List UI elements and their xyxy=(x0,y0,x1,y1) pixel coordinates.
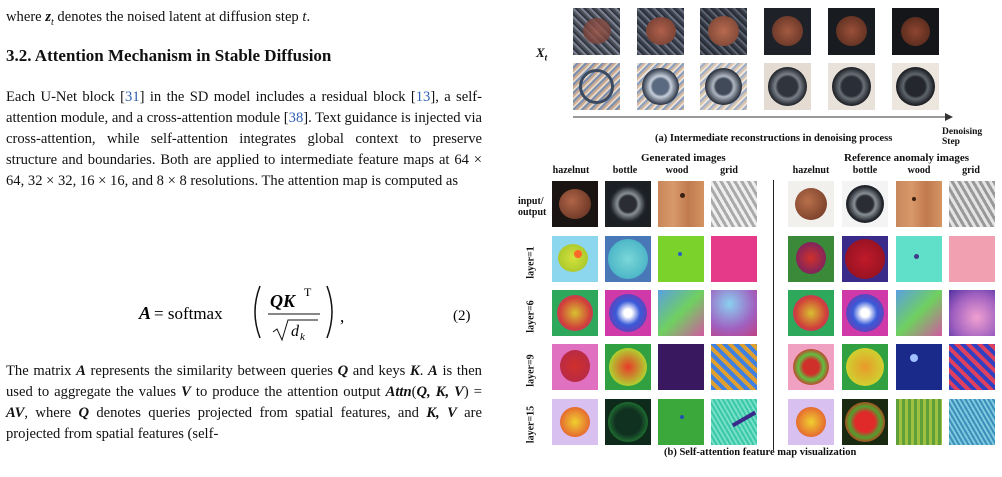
feature-tile xyxy=(949,399,995,445)
divider xyxy=(773,180,774,450)
feature-tile xyxy=(711,181,757,227)
feature-tile xyxy=(788,399,834,445)
left-paren xyxy=(254,285,261,339)
feature-tile xyxy=(552,236,598,282)
denoise-tile xyxy=(637,8,684,55)
feature-tile xyxy=(788,344,834,390)
col-label: wood xyxy=(665,165,689,176)
feature-tile xyxy=(605,290,651,336)
generated-title: Generated images xyxy=(641,152,726,164)
feature-tile xyxy=(842,236,888,282)
paragraph-2: The matrix A represents the similarity b… xyxy=(6,363,483,442)
feature-tile xyxy=(552,290,598,336)
eq-numerator: QK xyxy=(270,291,297,311)
caption-b: (b) Self-attention feature map visualiza… xyxy=(664,447,857,458)
col-label: wood xyxy=(907,165,931,176)
section-heading: 3.2. Attention Mechanism in Stable Diffu… xyxy=(6,46,332,65)
figure: Xt Denoising Step (a) Intermediate recon… xyxy=(516,0,1002,477)
denoise-tile xyxy=(700,63,747,110)
feature-tile xyxy=(896,236,942,282)
row-label: layer=1 xyxy=(525,246,537,279)
eq-tail: , xyxy=(340,307,344,326)
paragraph-1: Each U-Net block [31] in the SD model in… xyxy=(6,89,482,189)
feature-tile xyxy=(896,181,942,227)
feature-tile xyxy=(658,181,704,227)
denoising-step-label: Denoising Step xyxy=(942,127,983,147)
feature-tile xyxy=(896,399,942,445)
xt-label: Xt xyxy=(536,45,548,63)
col-label: grid xyxy=(962,165,980,176)
feature-tile xyxy=(788,181,834,227)
feature-tile xyxy=(949,236,995,282)
col-label: hazelnut xyxy=(552,165,590,176)
denoise-tile xyxy=(892,63,939,110)
sqrt-sign xyxy=(272,319,318,342)
denoise-tile xyxy=(573,63,620,110)
feature-tile xyxy=(711,236,757,282)
reference-title: Reference anomaly images xyxy=(844,152,970,164)
denoise-tile xyxy=(828,8,875,55)
equation-number: (2) xyxy=(453,308,471,324)
first-line: where zt denotes the noised latent at di… xyxy=(6,9,311,28)
col-label: bottle xyxy=(852,165,878,176)
feature-tile xyxy=(552,399,598,445)
feature-tile xyxy=(658,344,704,390)
feature-tile xyxy=(605,344,651,390)
denoise-tile xyxy=(700,8,747,55)
right-paren xyxy=(326,285,333,339)
feature-tile xyxy=(605,399,651,445)
feature-tile xyxy=(788,236,834,282)
citation-link[interactable]: 31 xyxy=(125,89,140,105)
feature-tile xyxy=(896,344,942,390)
feature-tile xyxy=(605,236,651,282)
feature-tile xyxy=(842,399,888,445)
denoise-tile xyxy=(764,8,811,55)
feature-tile xyxy=(949,290,995,336)
row-label: layer=15 xyxy=(525,405,537,444)
denoise-tile xyxy=(573,8,620,55)
denoise-tile xyxy=(828,63,875,110)
feature-tile xyxy=(842,290,888,336)
feature-tile xyxy=(842,344,888,390)
eq-softmax: = softmax xyxy=(154,304,223,323)
citation-link[interactable]: 13 xyxy=(415,89,431,105)
col-label: hazelnut xyxy=(792,165,830,176)
feature-tile xyxy=(658,399,704,445)
denoising-arrow xyxy=(573,113,953,121)
eq-denominator: d xyxy=(291,323,300,340)
denoise-tile xyxy=(637,63,684,110)
feature-tile xyxy=(552,344,598,390)
row-label-input-output: input/ output xyxy=(518,196,547,218)
eq-lhs: A xyxy=(138,303,151,323)
denoise-tile xyxy=(892,8,939,55)
caption-a: (a) Intermediate reconstructions in deno… xyxy=(655,133,893,144)
feature-tile xyxy=(658,290,704,336)
feature-tile xyxy=(605,181,651,227)
feature-tile xyxy=(552,181,598,227)
feature-tile xyxy=(658,236,704,282)
feature-tile xyxy=(896,290,942,336)
feature-tile xyxy=(842,181,888,227)
feature-tile xyxy=(788,290,834,336)
row-label: layer=9 xyxy=(525,354,537,387)
feature-tile xyxy=(711,290,757,336)
feature-tile xyxy=(949,344,995,390)
denoise-tile xyxy=(764,63,811,110)
col-label: bottle xyxy=(612,165,638,176)
feature-tile xyxy=(949,181,995,227)
col-label: grid xyxy=(720,165,738,176)
row-label: layer=6 xyxy=(525,300,537,333)
feature-tile xyxy=(711,344,757,390)
eq-superscript: T xyxy=(304,285,312,299)
feature-tile xyxy=(711,399,757,445)
eq-den-sub: k xyxy=(300,331,306,343)
equation-graphic: A = softmax QK T d k , (2) xyxy=(138,285,471,343)
citation-link[interactable]: 38 xyxy=(288,110,304,126)
equation-2: A = softmax QK T d k , (2) xyxy=(6,272,482,352)
